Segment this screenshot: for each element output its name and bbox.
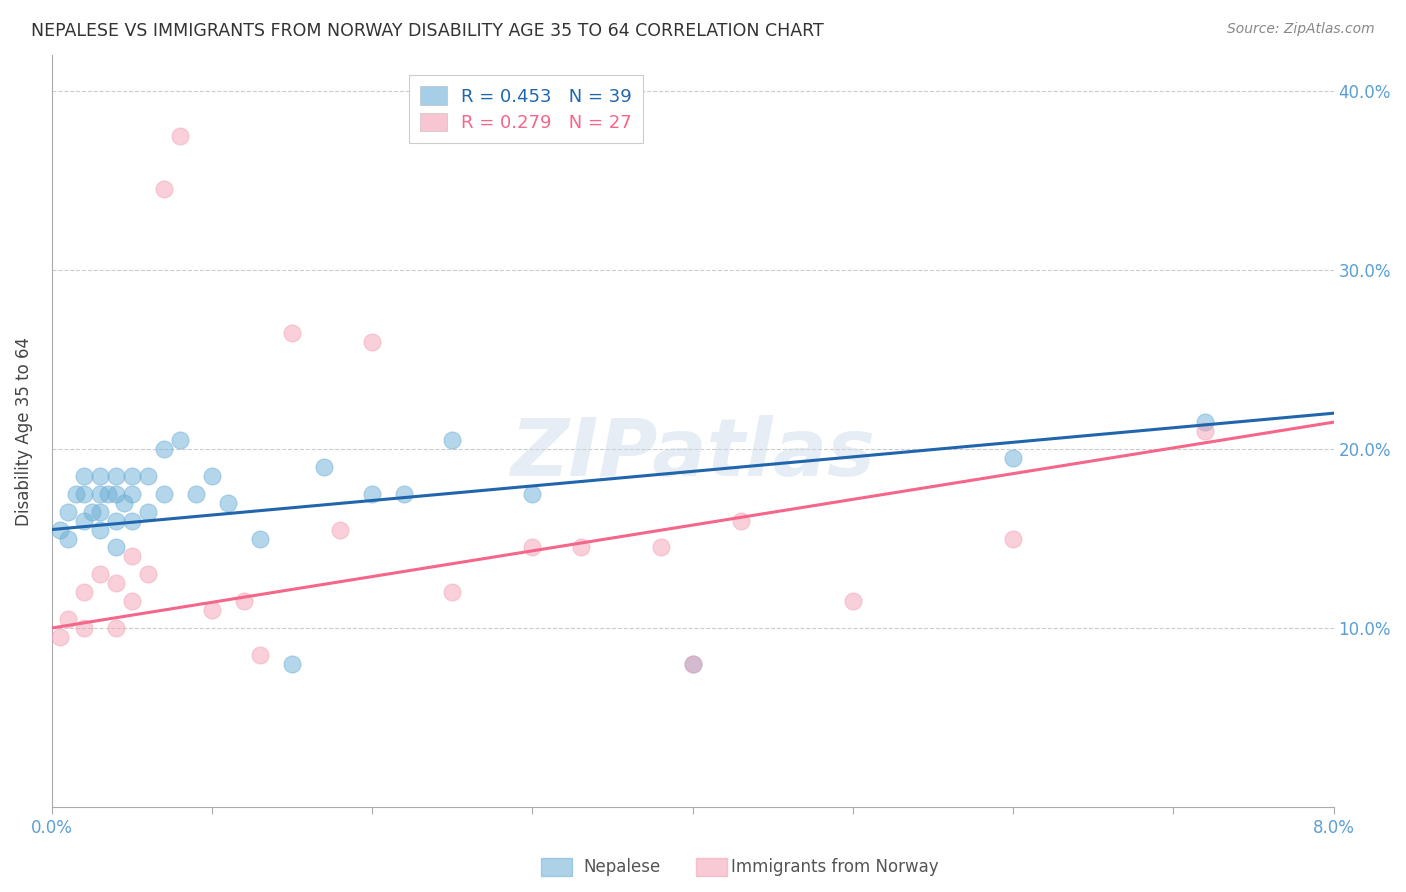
Point (249, 532, 271, 546)
Point (153, 182, 176, 196)
Point (97, 487, 120, 501)
Point (73, 514, 96, 528)
Point (441, 585, 464, 599)
Text: ZIPatlas: ZIPatlas (510, 415, 875, 492)
Point (281, 326, 304, 340)
Point (522, 487, 544, 501)
Point (233, 594, 256, 608)
Point (650, 541, 672, 555)
Point (89, 487, 111, 501)
Legend: R = 0.453   N = 39, R = 0.279   N = 27: R = 0.453 N = 39, R = 0.279 N = 27 (409, 76, 643, 143)
Text: Nepalese: Nepalese (583, 858, 661, 876)
Point (314, 459, 336, 474)
Point (73, 585, 96, 599)
Point (89, 468, 111, 483)
Point (121, 514, 143, 528)
Point (361, 487, 384, 501)
Point (104, 487, 127, 501)
Point (153, 442, 176, 456)
Point (569, 541, 592, 555)
Point (184, 487, 207, 501)
Point (89, 505, 111, 519)
Text: Immigrants from Norway: Immigrants from Norway (731, 858, 939, 876)
Point (112, 496, 135, 510)
Point (1002, 532, 1025, 546)
Point (121, 549, 143, 564)
Y-axis label: Disability Age 35 to 64: Disability Age 35 to 64 (15, 336, 32, 525)
Point (136, 468, 159, 483)
Point (682, 657, 704, 671)
Point (169, 433, 191, 447)
Point (522, 541, 544, 555)
Point (121, 468, 143, 483)
Point (89, 567, 111, 582)
Text: Source: ZipAtlas.com: Source: ZipAtlas.com (1227, 22, 1375, 37)
Point (73, 621, 96, 635)
Point (249, 648, 271, 662)
Point (121, 594, 143, 608)
Point (361, 334, 384, 349)
Point (1194, 415, 1216, 429)
Point (73, 468, 96, 483)
Point (73, 487, 96, 501)
Point (201, 603, 224, 617)
Point (49, 523, 72, 537)
Point (1002, 450, 1025, 465)
Point (104, 541, 127, 555)
Point (104, 514, 127, 528)
Point (104, 576, 127, 591)
Point (89, 523, 111, 537)
Point (201, 468, 224, 483)
Point (104, 621, 127, 635)
Point (329, 523, 352, 537)
Point (153, 487, 176, 501)
Point (730, 514, 752, 528)
Point (394, 487, 416, 501)
Point (169, 128, 191, 143)
Point (65, 487, 87, 501)
Point (217, 496, 239, 510)
Point (842, 594, 865, 608)
Point (56, 612, 79, 626)
Point (136, 567, 159, 582)
Point (56, 505, 79, 519)
Point (56, 532, 79, 546)
Point (281, 657, 304, 671)
Point (104, 468, 127, 483)
Text: NEPALESE VS IMMIGRANTS FROM NORWAY DISABILITY AGE 35 TO 64 CORRELATION CHART: NEPALESE VS IMMIGRANTS FROM NORWAY DISAB… (31, 22, 824, 40)
Point (49, 630, 72, 644)
Point (121, 487, 143, 501)
Point (136, 505, 159, 519)
Point (1194, 424, 1216, 438)
Point (80, 505, 103, 519)
Point (441, 433, 464, 447)
Point (682, 657, 704, 671)
